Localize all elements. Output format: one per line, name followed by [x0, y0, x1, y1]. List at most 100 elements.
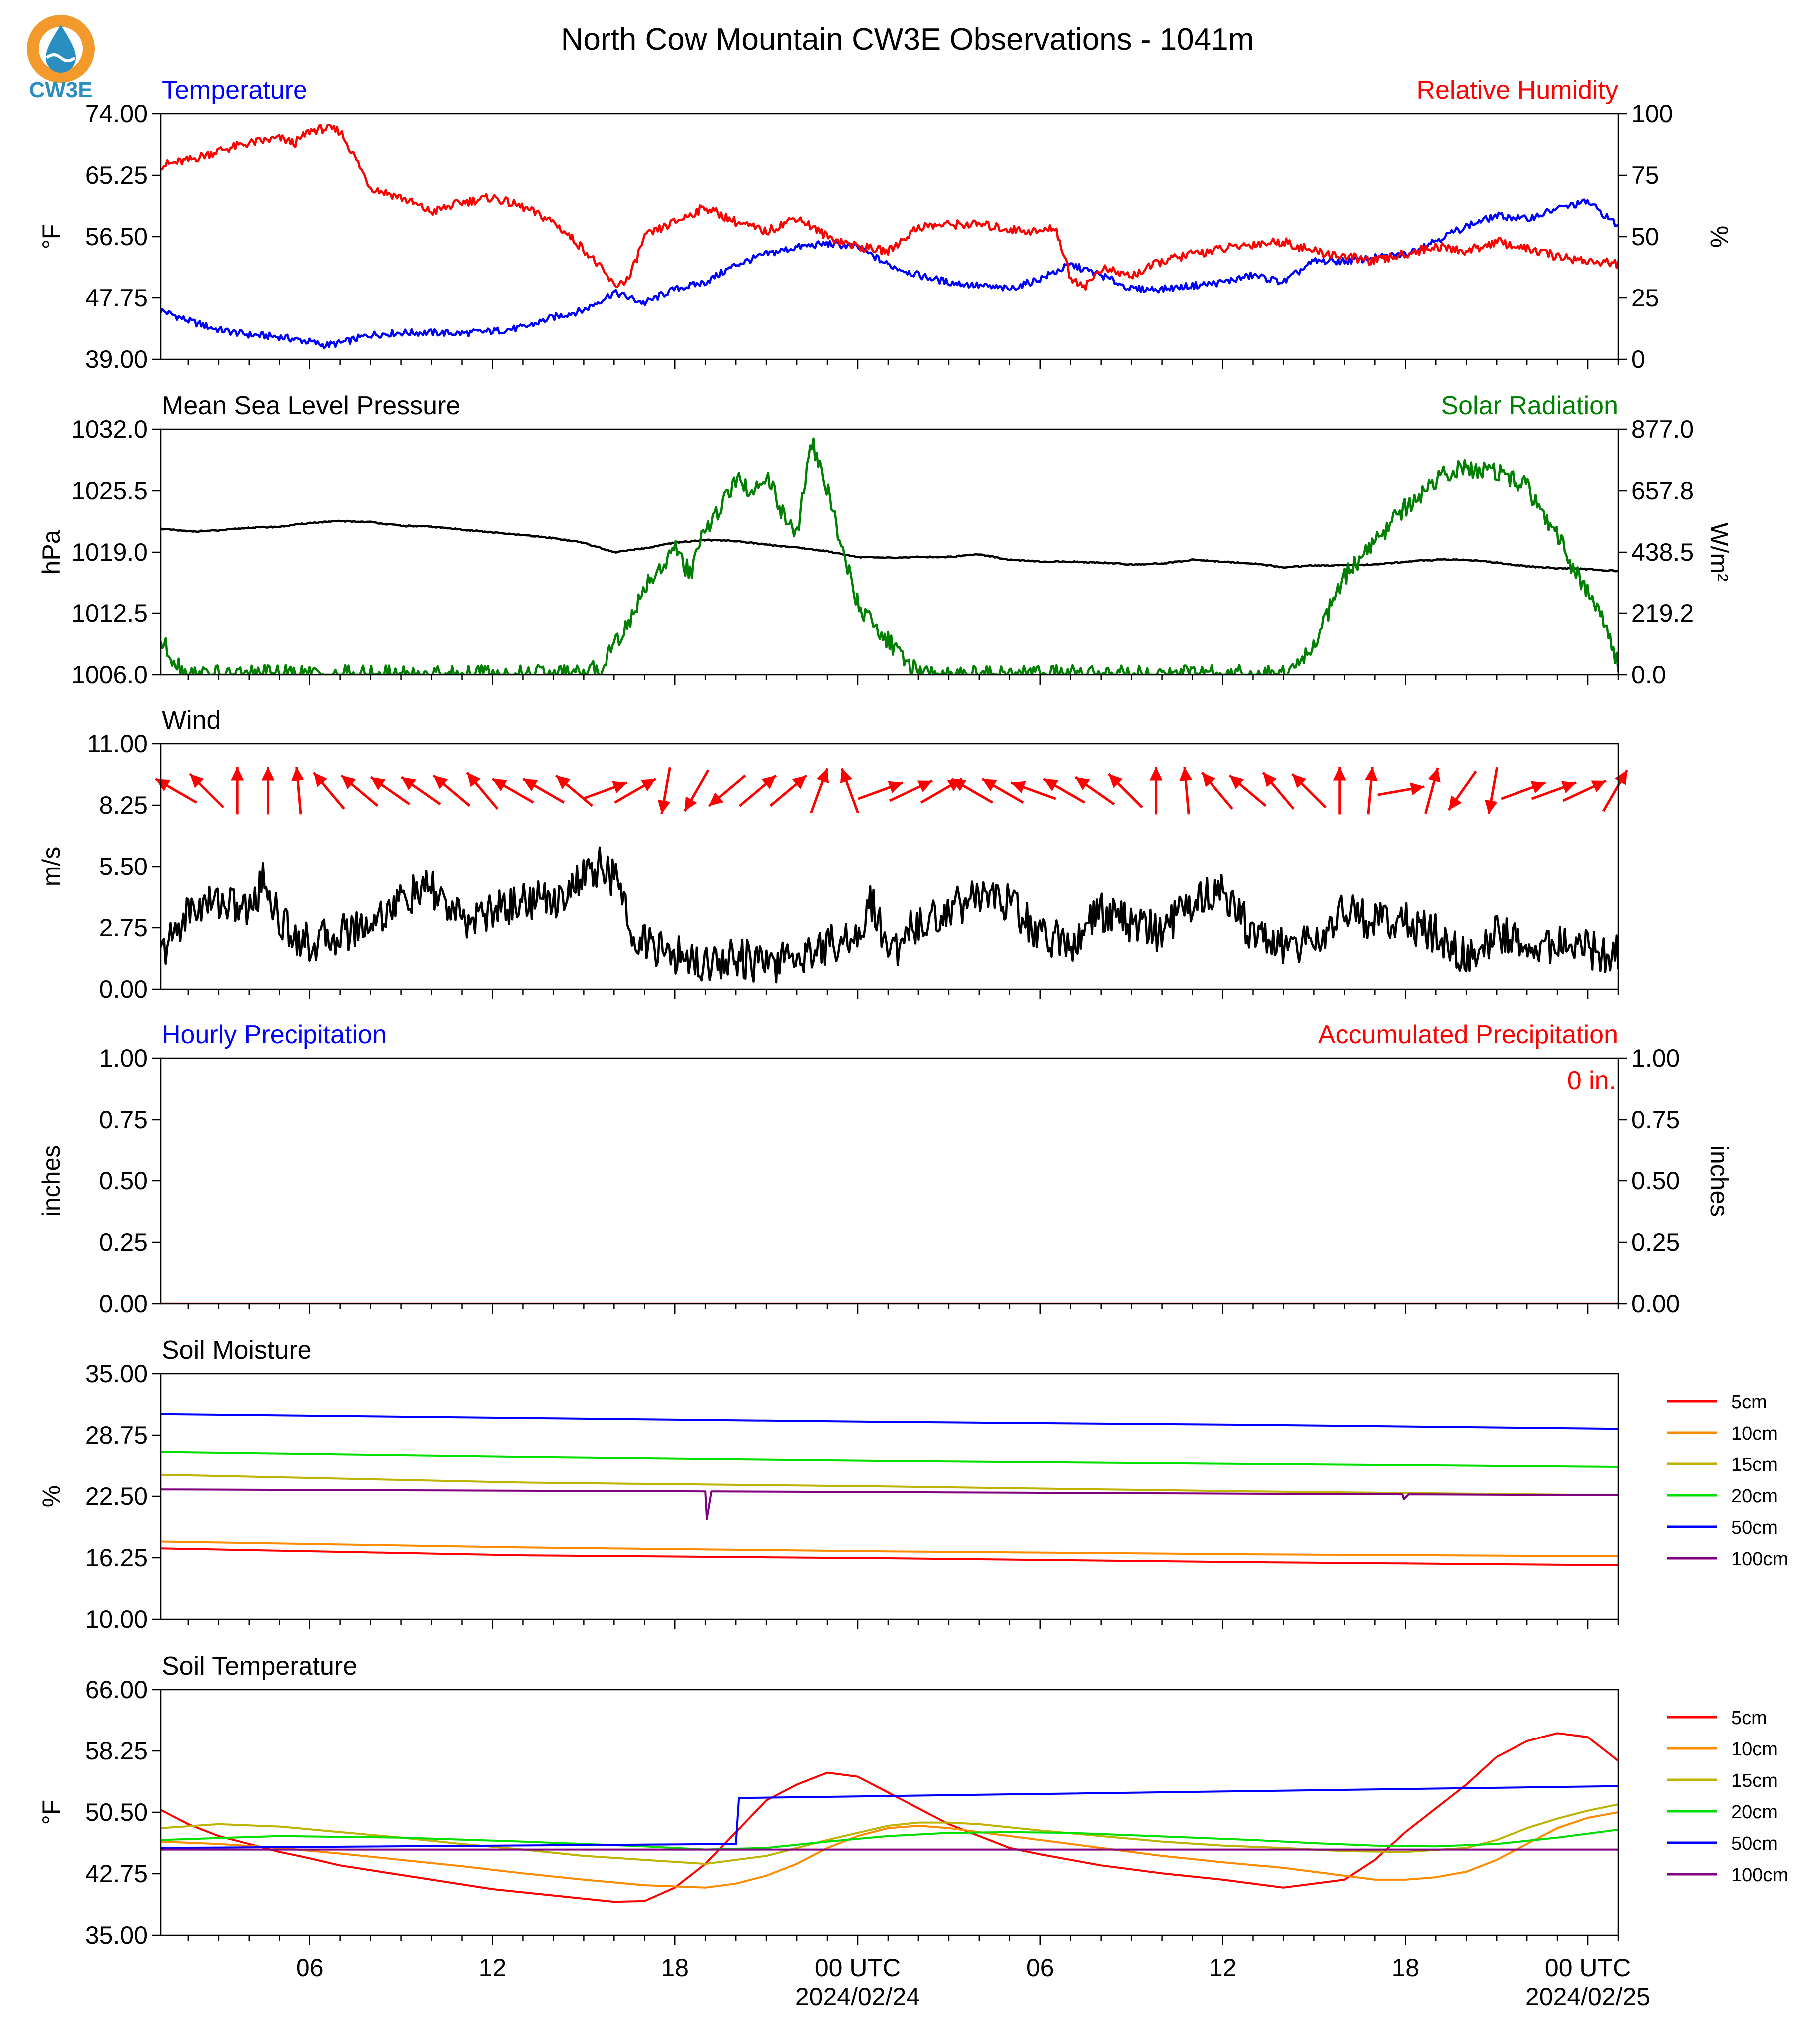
y-tick-label-left: 1032.0 — [71, 415, 148, 443]
legend: 5cm 10cm 15cm 20cm 50cm 100cm — [1667, 1392, 1788, 1570]
series-line-wind-speed — [161, 846, 1618, 984]
wind-arrow-head — [982, 779, 997, 791]
y-tick-label-right: 1.00 — [1631, 1044, 1680, 1072]
panel-soil_moisture: 10.00 16.25 22.50 28.75 35.00% Soil Moisture 5… — [37, 1336, 1788, 1633]
wind-arrow-head — [888, 781, 903, 794]
wind-arrow-head — [1530, 781, 1546, 794]
y-tick-label-left: 8.25 — [99, 791, 148, 819]
y-tick-label-right: 657.8 — [1631, 477, 1694, 505]
panel-title-left: Temperature — [162, 76, 307, 105]
y-axis-label-left: % — [37, 1485, 65, 1507]
wind-arrow-head — [1011, 781, 1026, 794]
y-tick-label-right: 219.2 — [1631, 599, 1694, 627]
wind-arrow-head — [840, 768, 853, 784]
y-tick-label-left: 1025.5 — [71, 477, 148, 505]
series-line-20cm — [161, 1828, 1618, 1851]
panel-title-right: Solar Radiation — [1441, 391, 1618, 420]
panels: 39.00 47.75 56.50 65.25 74.00 0 25 50 75 100 °F % Te… — [37, 76, 1788, 2011]
legend-label: 20cm — [1731, 1486, 1778, 1507]
wind-arrow-head — [709, 792, 724, 806]
panel-frame — [160, 113, 1619, 360]
y-tick-label-left: 35.00 — [85, 1921, 148, 1949]
wind-arrow-head — [657, 799, 671, 814]
y-tick-label-right: 0.75 — [1631, 1106, 1680, 1134]
y-tick-label-left: 66.00 — [85, 1676, 148, 1704]
y-tick-label-right: 877.0 — [1631, 415, 1694, 443]
series-line-5cm — [161, 1547, 1618, 1566]
y-tick-label-right: 438.5 — [1631, 538, 1694, 566]
legend-label: 10cm — [1731, 1423, 1778, 1444]
y-tick-label-left: 47.75 — [85, 284, 148, 312]
wind-arrow-head — [1614, 770, 1627, 785]
panel-temperature_rh: 39.00 47.75 56.50 65.25 74.00 0 25 50 75 100 °F % Te… — [37, 76, 1733, 373]
cw3e-logo: CW3E — [27, 15, 95, 102]
wind-arrow-head — [1333, 767, 1346, 781]
wind-arrow-head — [1485, 799, 1498, 814]
series-line-solar-radiation — [161, 437, 1618, 675]
wind-arrow-head — [640, 779, 656, 791]
series-line-10cm — [161, 1811, 1618, 1889]
y-tick-label-left: 39.00 — [85, 345, 148, 373]
y-tick-label-right: 100 — [1631, 100, 1673, 128]
panel-frame — [160, 1689, 1619, 1936]
wind-arrow-head — [1561, 781, 1576, 794]
y-tick-label-left: 22.50 — [85, 1482, 148, 1510]
series-line-100cm — [161, 1488, 1618, 1520]
y-tick-label-right: 75 — [1631, 161, 1659, 189]
wind-arrow-head — [492, 779, 508, 791]
x-tick-label: 00 UTC — [1545, 1954, 1631, 1982]
series-line-5cm — [161, 1732, 1618, 1903]
x-tick-label: 06 — [296, 1954, 324, 1982]
series-line-relative-humidity — [161, 123, 1618, 291]
y-tick-label-left: 42.75 — [85, 1860, 148, 1888]
legend-label: 100cm — [1731, 1549, 1788, 1570]
logo-ring-icon — [27, 15, 95, 83]
y-tick-label-left: 28.75 — [85, 1421, 148, 1449]
wind-arrow-head — [341, 775, 356, 789]
wind-arrows — [155, 767, 1628, 815]
y-tick-label-right: 0.25 — [1631, 1228, 1680, 1256]
y-tick-label-right: 0 — [1631, 345, 1645, 373]
wind-arrow-head — [1263, 772, 1277, 787]
y-axis-label-left: inches — [37, 1145, 65, 1217]
wind-arrow-head — [1591, 780, 1606, 793]
panel-frame — [160, 1057, 1619, 1305]
y-tick-label-left: 2.75 — [99, 914, 148, 942]
panel-title-left: Mean Sea Level Pressure — [162, 391, 460, 420]
y-tick-label-left: 5.50 — [99, 853, 148, 880]
wind-arrow-head — [1179, 767, 1193, 781]
x-date-label: 2024/02/25 — [1525, 1983, 1650, 2011]
y-tick-label-right: 0.50 — [1631, 1167, 1680, 1195]
panel-title-left: Soil Moisture — [162, 1336, 312, 1365]
y-tick-label-left: 0.75 — [99, 1106, 148, 1134]
x-tick-label: 18 — [1391, 1954, 1419, 1982]
legend-label: 15cm — [1731, 1770, 1778, 1791]
wind-arrow-head — [291, 767, 304, 781]
wind-arrow-head — [523, 779, 538, 791]
series-line-mean-sea-level-pressure — [161, 519, 1618, 573]
panel-precipitation: 0.00 0.25 0.50 0.75 1.00 0.00 0.25 0.50 0.75 1.00… — [37, 1020, 1733, 1318]
legend-label: 50cm — [1731, 1517, 1778, 1538]
y-tick-label-left: 0.00 — [99, 975, 148, 1003]
wind-arrow-head — [467, 772, 481, 787]
y-axis-label-left: hPa — [37, 530, 65, 574]
panel-title-right: Accumulated Precipitation — [1318, 1020, 1618, 1049]
wind-arrow-head — [231, 767, 244, 781]
legend-label: 10cm — [1731, 1739, 1778, 1760]
y-tick-label-left: 56.50 — [85, 223, 148, 251]
wind-arrow-head — [761, 775, 776, 789]
y-tick-label-right: 0.0 — [1631, 661, 1666, 689]
y-axis-label-right: % — [1705, 226, 1733, 248]
series-group — [161, 846, 1618, 984]
y-tick-label-left: 1006.0 — [71, 661, 148, 689]
wind-arrow-head — [433, 775, 448, 789]
wind-arrow-head — [1428, 768, 1441, 783]
y-tick-label-left: 16.25 — [85, 1544, 148, 1572]
series-line-15cm — [161, 1473, 1618, 1496]
legend-label: 20cm — [1731, 1802, 1778, 1823]
wind-arrow-head — [1202, 772, 1216, 787]
y-tick-label-right: 0.00 — [1631, 1290, 1680, 1318]
wind-arrow-head — [1075, 777, 1090, 790]
series-group — [161, 123, 1618, 350]
panel-wind: 0.00 2.75 5.50 8.25 11.00 m/s Wind — [37, 706, 1628, 1003]
